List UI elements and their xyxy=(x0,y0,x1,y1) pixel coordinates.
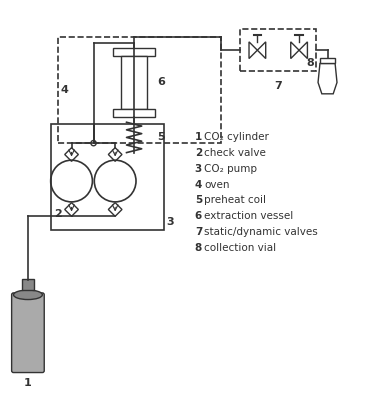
Text: collection vial: collection vial xyxy=(204,243,277,253)
Text: 1: 1 xyxy=(195,132,202,142)
Bar xyxy=(121,56,147,109)
FancyBboxPatch shape xyxy=(11,293,44,372)
Text: 8: 8 xyxy=(306,58,314,68)
Text: 3: 3 xyxy=(195,164,202,174)
Text: 4: 4 xyxy=(60,85,68,95)
Text: CO₂ pump: CO₂ pump xyxy=(204,164,257,174)
Bar xyxy=(51,124,165,230)
Text: 8: 8 xyxy=(195,243,202,253)
Text: oven: oven xyxy=(204,180,230,190)
Ellipse shape xyxy=(13,290,42,300)
Text: check valve: check valve xyxy=(204,148,266,158)
Text: 4: 4 xyxy=(195,180,202,190)
Bar xyxy=(113,48,155,56)
Text: 2: 2 xyxy=(55,209,62,219)
Text: 6: 6 xyxy=(195,211,202,221)
Text: 7: 7 xyxy=(274,80,282,90)
FancyBboxPatch shape xyxy=(22,279,34,290)
Text: 1: 1 xyxy=(24,378,32,388)
Bar xyxy=(113,109,155,117)
Text: CO₂ cylinder: CO₂ cylinder xyxy=(204,132,269,142)
Bar xyxy=(320,58,335,64)
Text: static/dynamic valves: static/dynamic valves xyxy=(204,227,318,237)
Text: preheat coil: preheat coil xyxy=(204,196,266,206)
Text: 3: 3 xyxy=(166,216,174,226)
Text: 6: 6 xyxy=(157,78,165,88)
Text: 7: 7 xyxy=(195,227,202,237)
Text: 2: 2 xyxy=(195,148,202,158)
Text: 5: 5 xyxy=(157,132,165,142)
Text: 5: 5 xyxy=(195,196,202,206)
Text: extraction vessel: extraction vessel xyxy=(204,211,293,221)
